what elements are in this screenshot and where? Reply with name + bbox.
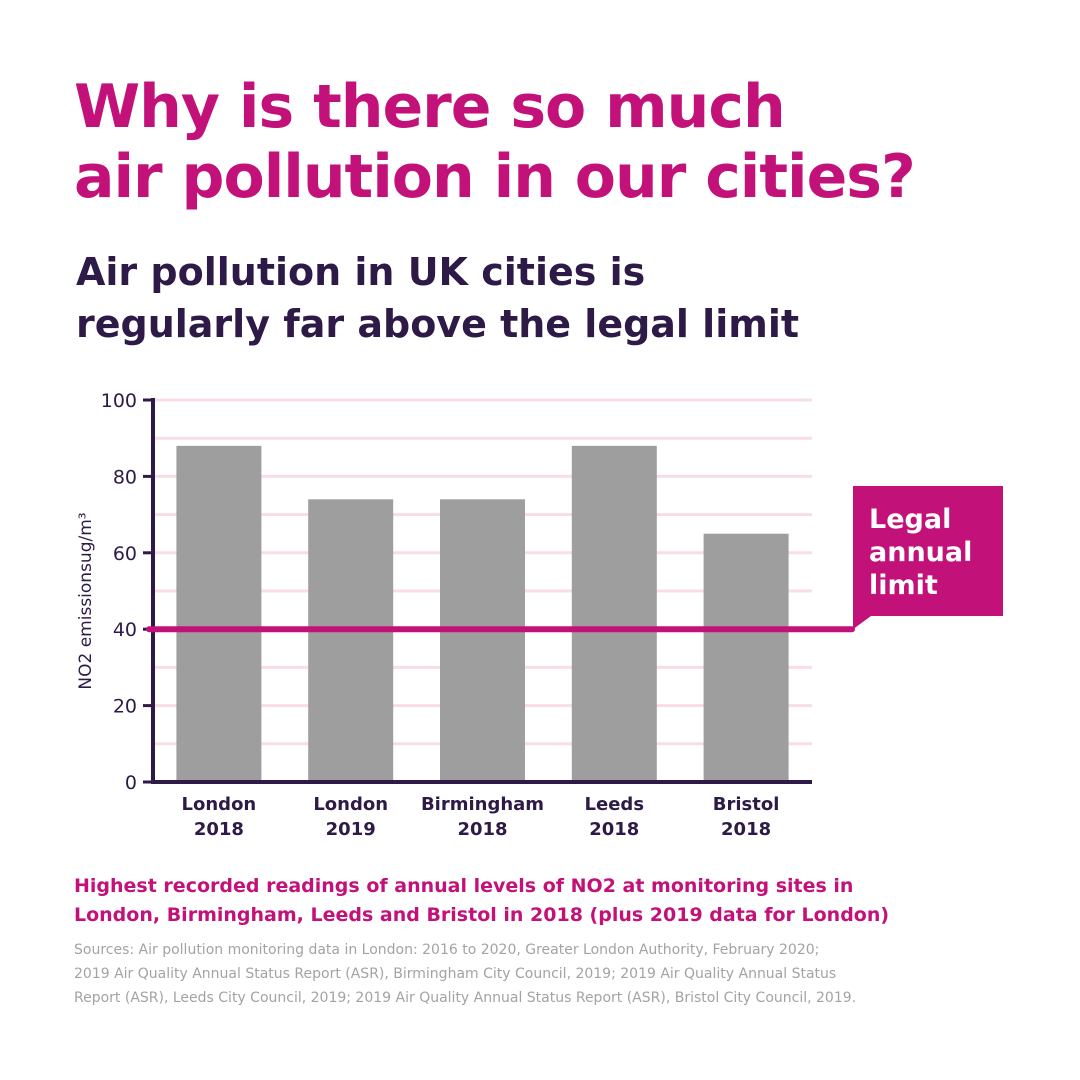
headline: Why is there so much air pollution in ou… xyxy=(74,72,1034,212)
y-tick-label: 0 xyxy=(125,772,137,794)
x-tick-label: Bristol xyxy=(713,794,780,815)
y-tick-label: 40 xyxy=(113,619,137,641)
y-tick-label: 20 xyxy=(113,696,137,718)
x-tick-label: London xyxy=(313,794,388,815)
x-tick-label: Leeds xyxy=(585,794,644,815)
no2-bar-chart: 0 20 40 60 80 100 NO2 emissionsug/m³ London 2018… xyxy=(76,390,1003,840)
bar-3 xyxy=(571,445,657,782)
y-tick-label: 60 xyxy=(113,543,137,565)
legal-limit-label: annual xyxy=(869,537,972,568)
sources-line-2: 2019 Air Quality Annual Status Report (A… xyxy=(74,966,837,982)
caption-line-2: London, Birmingham, Leeds and Bristol in… xyxy=(74,904,890,926)
y-tick-label: 100 xyxy=(101,390,137,412)
x-tick-label: 2018 xyxy=(457,819,507,840)
y-axis-title: NO2 emissionsug/m³ xyxy=(76,512,96,689)
sources-line-3: Report (ASR), Leeds City Council, 2019; … xyxy=(74,990,857,1006)
sources-note: Sources: Air pollution monitoring data i… xyxy=(74,938,1034,1010)
legal-limit-label: limit xyxy=(869,570,938,601)
bar-1 xyxy=(308,499,394,782)
x-tick-label: 2018 xyxy=(589,819,639,840)
bar-4 xyxy=(703,533,789,782)
legal-limit-callout-box xyxy=(853,486,1003,630)
x-tick-label: London xyxy=(182,794,257,815)
x-tick-label: Birmingham xyxy=(421,794,544,815)
bar-2 xyxy=(440,499,525,782)
headline-line-1: Why is there so much xyxy=(74,72,786,142)
sources-line-1: Sources: Air pollution monitoring data i… xyxy=(74,942,820,958)
legal-limit-label: Legal xyxy=(869,504,951,535)
subheadline-line-2: regularly far above the legal limit xyxy=(76,302,800,346)
caption-line-1: Highest recorded readings of annual leve… xyxy=(74,875,854,897)
bar-0 xyxy=(176,445,262,782)
headline-line-2: air pollution in our cities? xyxy=(74,142,916,212)
x-tick-label: 2018 xyxy=(721,819,771,840)
subheadline: Air pollution in UK cities is regularly … xyxy=(76,246,1036,350)
subheadline-line-1: Air pollution in UK cities is xyxy=(76,250,646,294)
chart-caption: Highest recorded readings of annual leve… xyxy=(74,872,1034,930)
y-tick-label: 80 xyxy=(113,466,137,488)
x-tick-label: 2018 xyxy=(194,819,244,840)
x-tick-label: 2019 xyxy=(326,819,376,840)
